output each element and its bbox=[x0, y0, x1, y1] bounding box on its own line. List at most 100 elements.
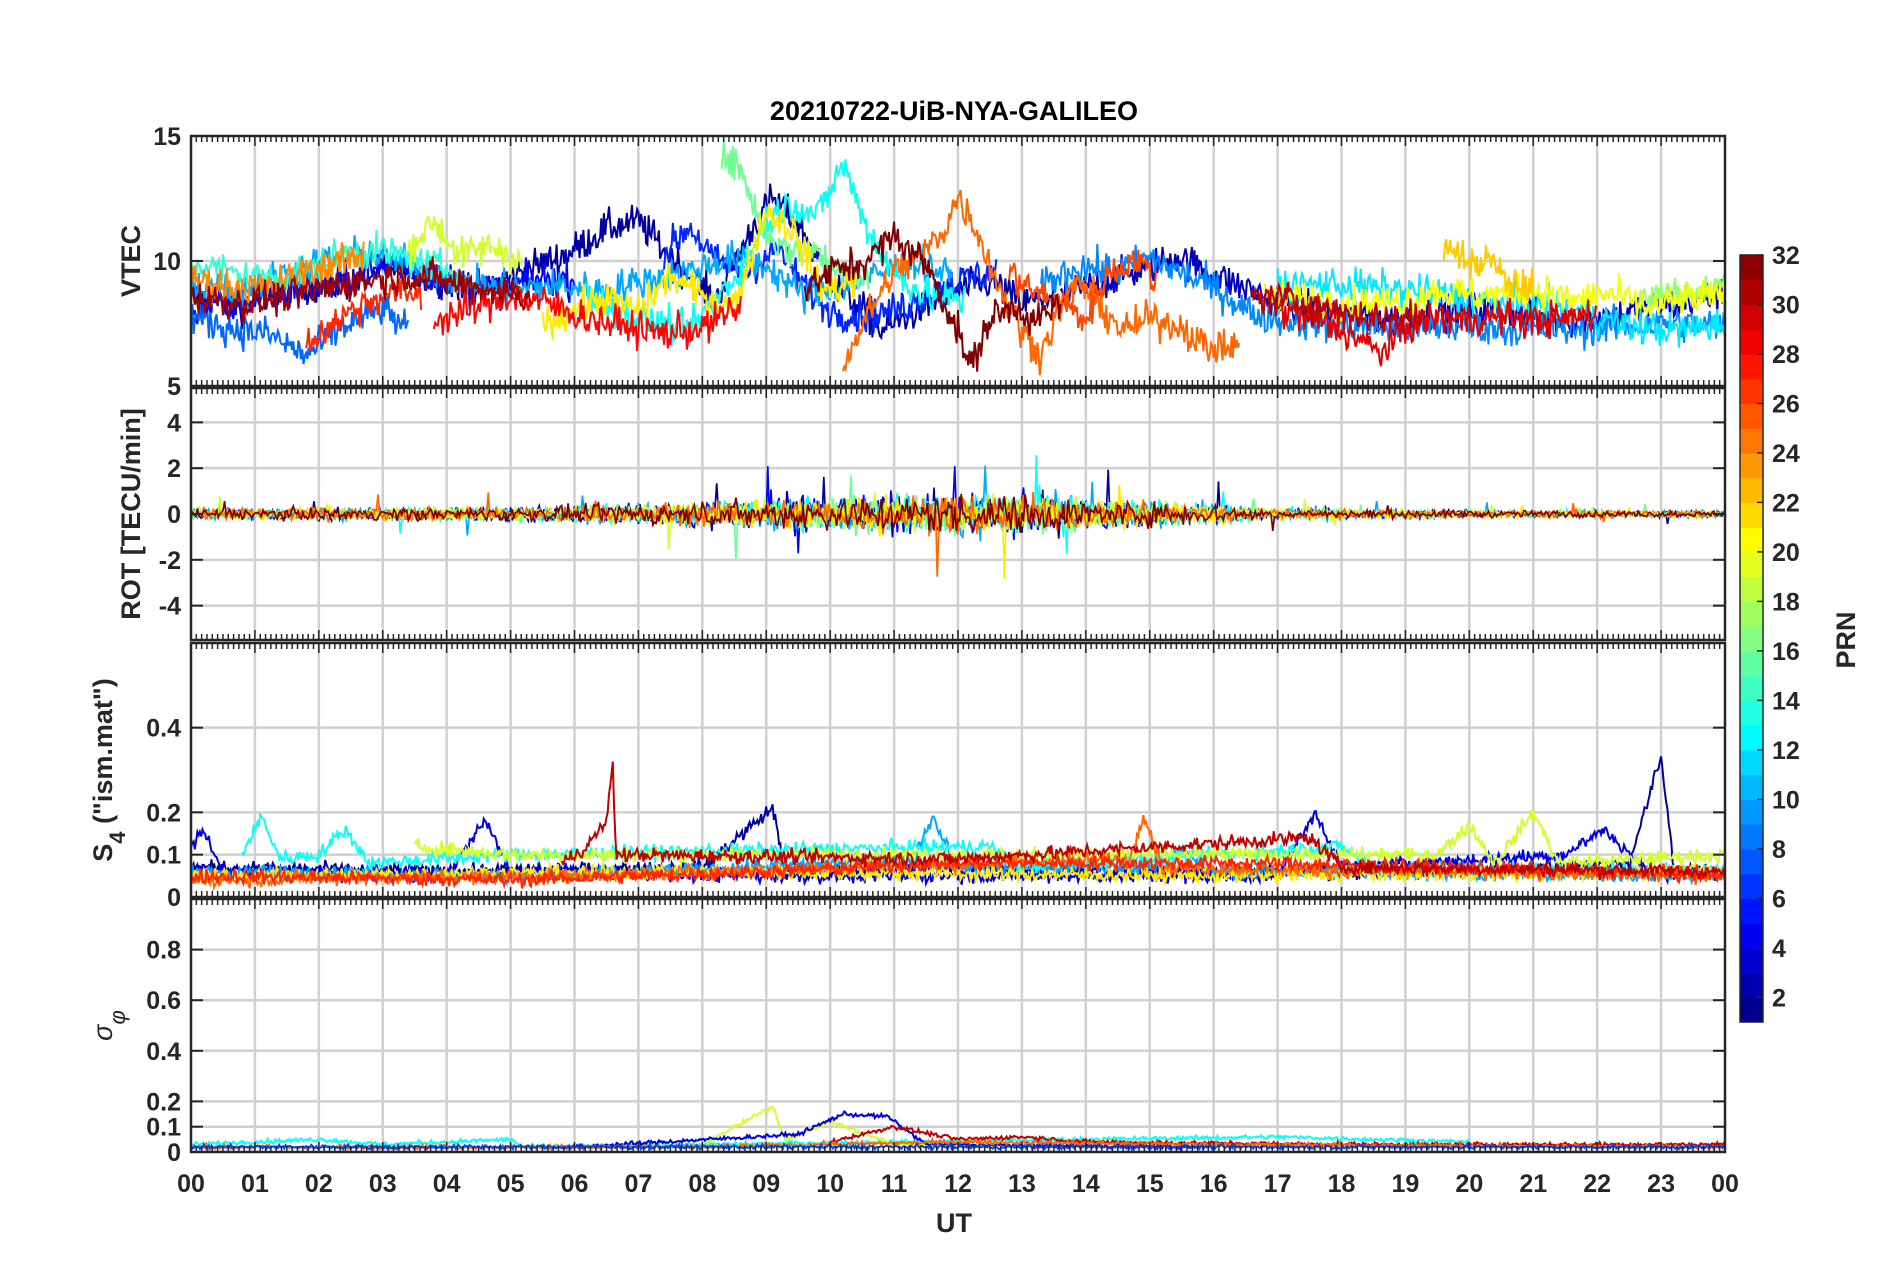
colorbar-tick-label: 2 bbox=[1772, 984, 1786, 1012]
y-tick-label: 10 bbox=[153, 248, 181, 276]
x-tick-label: 17 bbox=[1264, 1170, 1292, 1198]
x-tick-label: 05 bbox=[497, 1170, 525, 1198]
colorbar-segment bbox=[1740, 997, 1763, 1023]
colorbar-segment bbox=[1740, 799, 1763, 825]
colorbar-segment bbox=[1740, 923, 1763, 949]
series-prn-32 bbox=[803, 221, 1062, 372]
series-group bbox=[191, 756, 1725, 892]
colorbar-segment bbox=[1740, 452, 1763, 479]
y-tick-label: 0 bbox=[167, 884, 181, 912]
x-tick-label: 01 bbox=[241, 1170, 269, 1198]
y-axis-label-rot: ROT [TECU/min] bbox=[116, 408, 146, 619]
x-axis: 00 01 02 03 04 05 06 07 08 09 10 11 12 13 14 15 16 17 18 19… bbox=[177, 1170, 1739, 1198]
chart-title: 20210722-UiB-NYA-GALILEO bbox=[770, 96, 1138, 126]
series-prn-22 bbox=[1442, 239, 1535, 302]
series-prn-20 bbox=[1263, 271, 1725, 323]
colorbar-segment bbox=[1740, 477, 1763, 504]
colorbar-tick-label: 6 bbox=[1772, 885, 1786, 913]
colorbar-segment bbox=[1740, 700, 1763, 726]
colorbar-tick-label: 28 bbox=[1772, 341, 1800, 369]
series-prn-31 bbox=[191, 256, 531, 325]
y-tick-label: 0.2 bbox=[146, 1088, 181, 1116]
x-tick-label: 12 bbox=[944, 1170, 972, 1198]
series-prn-26 bbox=[1008, 249, 1158, 331]
x-tick-label: 00 bbox=[177, 1170, 205, 1198]
colorbar-segment bbox=[1740, 848, 1763, 875]
y-tick-label: 0.6 bbox=[146, 987, 181, 1015]
panel-vtec: 5 10 15 VTEC bbox=[116, 123, 1727, 401]
series-group bbox=[191, 455, 1725, 579]
colorbar-segment bbox=[1740, 725, 1763, 751]
colorbar-segment bbox=[1740, 279, 1763, 306]
y-tick-label: 0.4 bbox=[146, 715, 181, 743]
panel-sigma_phi: 00.10.2 0.4 0.6 0.8 σφ bbox=[88, 897, 1727, 1167]
colorbar-segment bbox=[1740, 675, 1763, 701]
x-tick-label: 23 bbox=[1647, 1170, 1675, 1198]
x-tick-label: 19 bbox=[1392, 1170, 1420, 1198]
colorbar-segment bbox=[1740, 304, 1763, 330]
y-tick-label: 0.4 bbox=[146, 1038, 181, 1066]
x-tick-label: 13 bbox=[1008, 1170, 1036, 1198]
x-tick-label: 02 bbox=[305, 1170, 333, 1198]
y-tick-label: 0.1 bbox=[146, 842, 181, 870]
colorbar-tick-label: 4 bbox=[1772, 935, 1786, 963]
colorbar-tick-label: 32 bbox=[1772, 242, 1800, 270]
y-axis-label-vtec: VTEC bbox=[116, 225, 146, 297]
y-axis-label-s4: S4 ("ism.mat") bbox=[88, 678, 130, 861]
y-tick-label: -4 bbox=[159, 593, 181, 621]
colorbar-segment bbox=[1740, 972, 1763, 998]
colorbar-label: PRN bbox=[1831, 611, 1861, 668]
series-prn-21 bbox=[541, 203, 857, 340]
x-tick-label: 21 bbox=[1519, 1170, 1547, 1198]
colorbar-segment bbox=[1740, 576, 1763, 602]
series-prn-12 bbox=[1276, 266, 1725, 348]
y-tick-label: 0.8 bbox=[146, 937, 181, 965]
colorbar-segment bbox=[1740, 551, 1763, 578]
colorbar-segment bbox=[1740, 601, 1763, 627]
series-prn-25 bbox=[191, 492, 1725, 577]
panel-frame bbox=[189, 641, 1727, 899]
y-tick-label: 0 bbox=[167, 501, 181, 529]
x-tick-label: 16 bbox=[1200, 1170, 1228, 1198]
series-prn-30 bbox=[1251, 281, 1426, 333]
colorbar-segment bbox=[1740, 774, 1763, 800]
x-tick-label: 09 bbox=[752, 1170, 780, 1198]
series-prn-8 bbox=[191, 295, 410, 365]
x-tick-label: 11 bbox=[881, 1170, 908, 1198]
colorbar-tick-label: 22 bbox=[1772, 489, 1800, 517]
x-tick-label: 03 bbox=[369, 1170, 397, 1198]
colorbar-tick-label: 12 bbox=[1772, 737, 1800, 765]
panel-s4: 0 0.1 0.2 0.4 S4 ("ism.mat") bbox=[88, 641, 1727, 912]
colorbar-tick-label: 26 bbox=[1772, 390, 1800, 418]
colorbar-tick-label: 8 bbox=[1772, 836, 1786, 864]
x-tick-label: 07 bbox=[625, 1170, 653, 1198]
series-group bbox=[191, 137, 1725, 376]
y-tick-label: 2 bbox=[167, 455, 181, 483]
y-axis-label-sigma_phi: σφ bbox=[88, 1010, 130, 1041]
x-tick-label: 14 bbox=[1072, 1170, 1100, 1198]
y-tick-label: 0.2 bbox=[146, 799, 181, 827]
colorbar-frame bbox=[1739, 254, 1764, 1023]
x-tick-label: 08 bbox=[688, 1170, 716, 1198]
series-prn-28 bbox=[432, 285, 742, 352]
x-tick-label: 20 bbox=[1455, 1170, 1483, 1198]
panel-frame bbox=[189, 897, 1727, 1154]
x-tick-label: 06 bbox=[561, 1170, 589, 1198]
colorbar-tick-label: 24 bbox=[1772, 440, 1800, 468]
colorbar-segment bbox=[1740, 947, 1763, 974]
x-tick-label: 10 bbox=[816, 1170, 844, 1198]
x-tick-label: 22 bbox=[1583, 1170, 1611, 1198]
colorbar-segment bbox=[1740, 353, 1763, 380]
colorbar-segment bbox=[1740, 626, 1763, 652]
y-tick-label: 0 bbox=[167, 1139, 181, 1167]
y-tick-label: -2 bbox=[159, 547, 181, 575]
colorbar-segment bbox=[1740, 650, 1763, 677]
colorbar-tick-label: 16 bbox=[1772, 638, 1800, 666]
series-prn-30 bbox=[560, 761, 1725, 881]
y-tick-label: 4 bbox=[167, 409, 181, 437]
panel-rot: -4 -2 0 2 4 ROT [TECU/min] bbox=[116, 386, 1727, 642]
x-tick-label: 00 bbox=[1711, 1170, 1739, 1198]
colorbar-tick-label: 14 bbox=[1772, 687, 1800, 715]
